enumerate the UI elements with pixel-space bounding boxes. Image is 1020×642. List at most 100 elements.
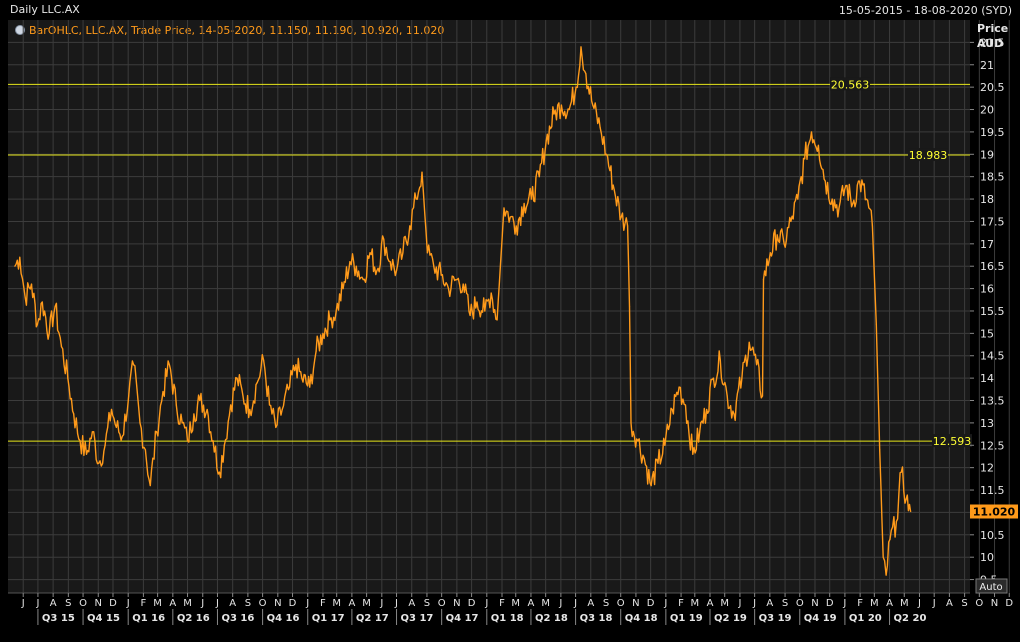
price-point bbox=[342, 287, 344, 290]
price-point bbox=[315, 350, 317, 352]
quarter-tick-label: Q3 17 bbox=[401, 613, 434, 624]
auto-button-label[interactable]: Auto bbox=[979, 582, 1002, 593]
price-point bbox=[580, 46, 582, 48]
price-point bbox=[875, 323, 877, 326]
month-tick-label: A bbox=[946, 598, 953, 609]
y-tick-label: 10 bbox=[980, 551, 994, 564]
month-tick-label: J bbox=[917, 598, 921, 609]
auto-button-frame[interactable] bbox=[975, 578, 1008, 594]
price-point bbox=[643, 458, 645, 460]
month-tick-label: F bbox=[678, 598, 684, 609]
price-point bbox=[817, 144, 820, 146]
month-tick-label: N bbox=[453, 598, 460, 609]
reference-label: 20.563 bbox=[831, 78, 870, 91]
price-point bbox=[295, 364, 297, 366]
price-point bbox=[568, 108, 570, 111]
price-point bbox=[115, 426, 118, 428]
quarter-tick-label: Q4 18 bbox=[625, 613, 658, 624]
price-point bbox=[79, 440, 81, 442]
auto-button[interactable]: Auto bbox=[975, 578, 1008, 594]
price-point bbox=[748, 341, 750, 343]
price-point bbox=[128, 395, 130, 397]
price-point bbox=[369, 252, 371, 254]
price-point bbox=[626, 225, 629, 227]
y-tick-label: 15.5 bbox=[980, 305, 1005, 318]
price-point bbox=[810, 131, 813, 133]
price-point bbox=[657, 462, 659, 464]
price-point bbox=[144, 449, 146, 451]
y-tick-label: 17.5 bbox=[980, 215, 1005, 228]
y-axis: 9.51010.51111.51212.51313.51414.51515.51… bbox=[970, 36, 1005, 587]
price-point bbox=[54, 305, 56, 308]
price-point bbox=[421, 171, 423, 173]
price-point bbox=[110, 408, 113, 411]
price-point bbox=[462, 283, 464, 285]
price-point bbox=[67, 377, 69, 379]
y-tick-label: 16.5 bbox=[980, 260, 1005, 273]
price-point bbox=[496, 319, 498, 321]
price-point bbox=[383, 238, 385, 240]
month-tick-label: J bbox=[379, 598, 383, 609]
price-point bbox=[538, 176, 540, 178]
month-tick-label: O bbox=[617, 598, 625, 609]
month-tick-label: N bbox=[811, 598, 818, 609]
price-point bbox=[824, 180, 826, 182]
price-point bbox=[426, 252, 429, 254]
price-point bbox=[415, 198, 417, 200]
month-tick-label: S bbox=[245, 598, 251, 609]
y-tick-label: 15 bbox=[980, 327, 994, 340]
price-point bbox=[256, 382, 258, 384]
price-point bbox=[455, 279, 457, 281]
price-point bbox=[230, 404, 232, 406]
month-tick-label: N bbox=[95, 598, 102, 609]
month-tick-label: O bbox=[438, 598, 446, 609]
price-point bbox=[402, 252, 404, 254]
month-tick-label: S bbox=[603, 598, 609, 609]
price-point bbox=[162, 390, 164, 393]
month-tick-label: N bbox=[274, 598, 281, 609]
price-point bbox=[900, 471, 902, 473]
price-point bbox=[139, 422, 141, 424]
price-point bbox=[769, 252, 771, 254]
quarter-tick-label: Q1 19 bbox=[670, 613, 703, 624]
chart-title: Daily LLC.AX bbox=[10, 3, 80, 16]
price-point bbox=[692, 453, 694, 455]
month-tick-label: J bbox=[35, 598, 39, 609]
month-tick-label: J bbox=[663, 598, 667, 609]
price-point bbox=[733, 413, 735, 415]
price-point bbox=[24, 296, 26, 299]
month-tick-label: S bbox=[961, 598, 967, 609]
price-point bbox=[530, 198, 533, 200]
y-tick-label: 12 bbox=[980, 462, 994, 475]
month-tick-label: D bbox=[826, 598, 834, 609]
date-range: 15-05-2015 - 18-08-2020 (SYD) bbox=[839, 4, 1012, 17]
price-point bbox=[678, 386, 680, 388]
price-point bbox=[91, 431, 93, 433]
price-point bbox=[242, 395, 244, 397]
month-tick-label: D bbox=[468, 598, 476, 609]
month-tick-label: J bbox=[484, 598, 488, 609]
price-point bbox=[223, 444, 225, 446]
price-point bbox=[592, 104, 594, 106]
price-point bbox=[484, 310, 486, 312]
price-point bbox=[301, 377, 303, 379]
month-tick-label: M bbox=[511, 598, 520, 609]
legend: BarOHLC, LLC.AX, Trade Price, 14-05-2020… bbox=[15, 24, 444, 37]
price-point bbox=[14, 265, 16, 267]
month-tick-label: J bbox=[752, 598, 756, 609]
price-point bbox=[783, 243, 785, 245]
price-point bbox=[804, 158, 806, 160]
price-point bbox=[910, 510, 912, 513]
month-tick-label: J bbox=[558, 598, 562, 609]
price-point bbox=[433, 265, 435, 267]
price-point bbox=[838, 207, 840, 209]
month-tick-label: J bbox=[932, 598, 936, 609]
quarter-tick-label: Q4 17 bbox=[446, 613, 479, 624]
y-tick-label: 21.5 bbox=[980, 36, 1005, 49]
price-point bbox=[175, 404, 177, 406]
quarter-tick-label: Q2 16 bbox=[177, 613, 210, 624]
series-layer bbox=[14, 46, 912, 576]
month-tick-label: N bbox=[991, 598, 998, 609]
